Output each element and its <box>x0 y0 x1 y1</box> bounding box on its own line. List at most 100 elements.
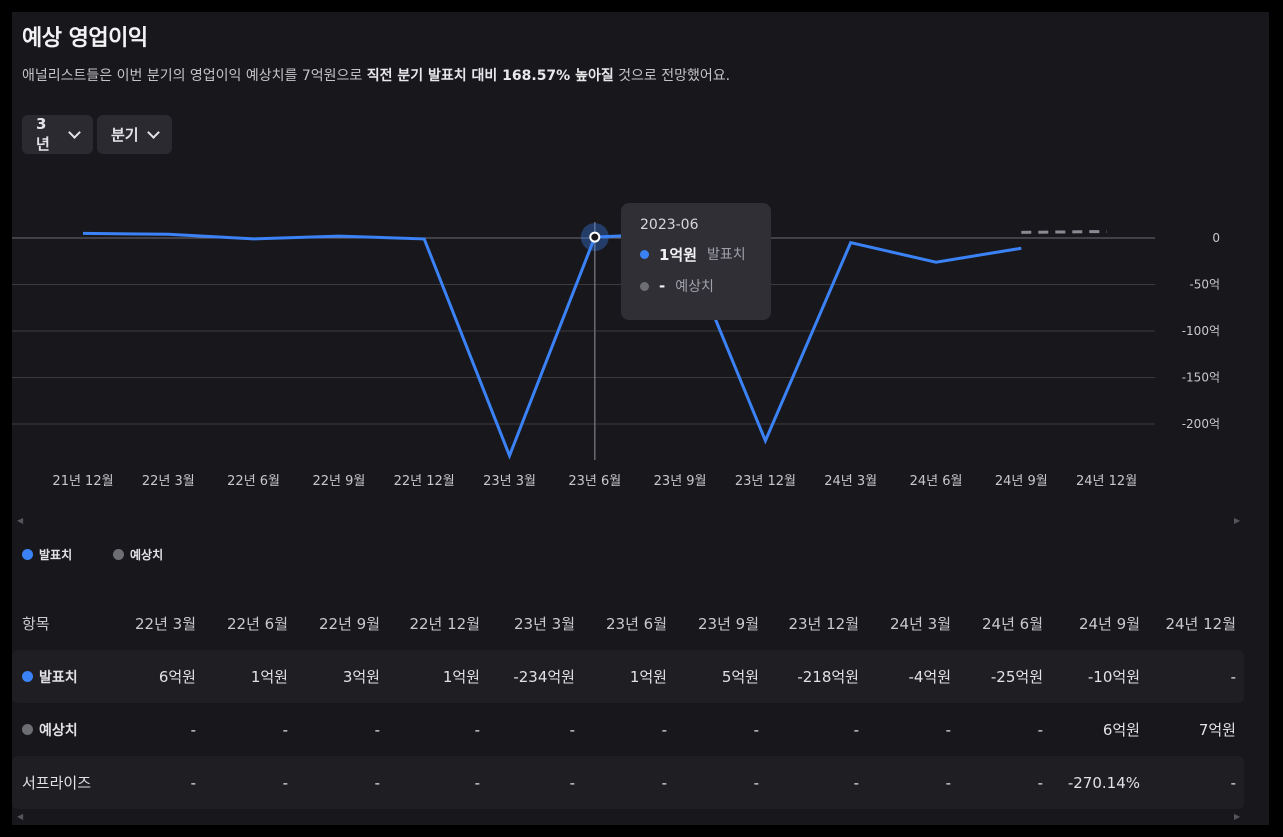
earnings-table: 항목 22년 3월 22년 6월 22년 9월 22년 12월 23년 3월 2… <box>12 597 1244 809</box>
table-cell: -234억원 <box>488 650 583 703</box>
table-cell: 1억원 <box>583 650 675 703</box>
column-header: 22년 12월 <box>409 615 480 633</box>
column-header: 22년 6월 <box>227 615 288 633</box>
surprise-value-cell: -270.14% <box>1051 756 1148 809</box>
table-header-row: 항목 22년 3월 22년 6월 22년 9월 22년 12월 23년 3월 2… <box>12 597 1244 650</box>
row-label: 발표치 <box>39 669 78 686</box>
row-label-cell: 서프라이즈 <box>12 756 112 809</box>
table-cell: - <box>1037 720 1043 739</box>
x-tick-label: 24년 3월 <box>824 474 877 489</box>
tooltip-date: 2023-06 <box>640 217 699 233</box>
column-header: 24년 9월 <box>1079 615 1140 633</box>
table-cell: - <box>204 756 296 809</box>
table-cell: - <box>190 720 196 739</box>
tooltip-actual-row: 1억원 발표치 <box>640 243 752 265</box>
estimate-dot-icon <box>22 724 33 735</box>
forecast-summary: 애널리스트들은 이번 분기의 영업이익 예상치를 7억원으로 직전 분기 발표치… <box>22 68 731 84</box>
period-dropdown[interactable]: 3년 <box>22 115 93 154</box>
table-row-estimate: 예상치 - - - - - - - - - - 6억원 7억원 <box>12 703 1244 756</box>
actual-dot-icon <box>22 549 33 560</box>
actual-dot-icon <box>640 249 649 259</box>
x-tick-label: 23년 6월 <box>568 474 621 489</box>
x-tick-label: 23년 3월 <box>483 474 536 489</box>
table-cell: - <box>753 720 759 739</box>
legend-estimate[interactable]: 예상치 <box>113 546 163 563</box>
table-scroll-left-icon[interactable]: ◀ <box>17 812 24 821</box>
table-cell: 6억원 <box>112 650 204 703</box>
legend-actual-label: 발표치 <box>39 548 73 562</box>
table-cell: -4억원 <box>867 650 959 703</box>
table-cell: - <box>675 756 767 809</box>
tooltip-estimate-row: - 예상치 <box>640 275 752 297</box>
scroll-left-icon[interactable]: ◀ <box>17 516 24 525</box>
column-header: 23년 6월 <box>606 615 667 633</box>
table-cell: - <box>853 720 859 739</box>
interval-dropdown[interactable]: 분기 <box>97 115 172 154</box>
table-cell: - <box>867 756 959 809</box>
table-cell: 1억원 <box>388 650 488 703</box>
table-row-surprise: 서프라이즈 - - - - - - - - - - -270.14% - <box>12 756 1244 809</box>
table-cell: - <box>296 756 388 809</box>
operating-profit-chart: 0 -50억 -100억 -150억 -200억 21년 12월 22년 3월 22년 6월… <box>12 222 1220 489</box>
table-cell: - <box>767 756 867 809</box>
chart-tooltip: 2023-06 1억원 발표치 - 예상치 <box>621 203 771 320</box>
column-header: 23년 9월 <box>698 615 759 633</box>
x-tick-label: 24년 12월 <box>1076 474 1137 489</box>
row-label-cell: 발표치 <box>12 650 112 703</box>
legend-actual[interactable]: 발표치 <box>22 546 72 563</box>
y-tick-label: -150억 <box>1182 371 1220 385</box>
x-tick-label: 24년 6월 <box>910 474 963 489</box>
x-tick-label: 21년 12월 <box>52 474 113 489</box>
x-tick-label: 24년 9월 <box>995 474 1048 489</box>
table-cell: - <box>282 720 288 739</box>
period-dropdown-label: 3년 <box>36 115 50 153</box>
column-header: 24년 6월 <box>982 615 1043 633</box>
table-cell: - <box>474 720 480 739</box>
table-row-actual: 발표치 6억원 1억원 3억원 1억원 -234억원 1억원 5억원 -218억… <box>12 650 1244 703</box>
table-cell: - <box>583 756 675 809</box>
tooltip-estimate-value: - <box>659 277 666 295</box>
x-tick-label: 23년 12월 <box>735 474 796 489</box>
table-cell: - <box>1148 756 1244 809</box>
row-label: 예상치 <box>39 722 78 739</box>
page-title: 예상 영업이익 <box>22 26 148 51</box>
x-tick-label: 22년 3월 <box>142 474 195 489</box>
table-cell: 6억원 <box>1102 721 1140 739</box>
table-cell: - <box>1148 650 1244 703</box>
column-header: 24년 12월 <box>1165 615 1236 633</box>
tooltip-estimate-label: 예상치 <box>675 279 714 295</box>
x-tick-label: 22년 12월 <box>394 474 455 489</box>
estimate-dot-icon <box>113 549 124 560</box>
column-header: 23년 3월 <box>514 615 575 633</box>
table-cell: 1억원 <box>204 650 296 703</box>
x-tick-label: 22년 6월 <box>227 474 280 489</box>
interval-dropdown-label: 분기 <box>111 126 139 144</box>
column-header: 22년 3월 <box>135 615 196 633</box>
table-header-label: 항목 <box>22 615 50 633</box>
actual-series-line <box>82 231 1022 460</box>
table-cell: -218억원 <box>767 650 867 703</box>
table-cell: 7억원 <box>1198 721 1236 739</box>
table-cell: -10억원 <box>1051 650 1148 703</box>
estimate-dot-icon <box>640 281 649 291</box>
y-tick-label: -200억 <box>1182 417 1220 431</box>
table-cell: 3억원 <box>296 650 388 703</box>
y-tick-label: -100억 <box>1182 324 1220 338</box>
table-cell: - <box>488 756 583 809</box>
table-cell: - <box>112 756 204 809</box>
table-scroll-right-icon[interactable]: ▶ <box>1234 812 1241 821</box>
table-cell: - <box>945 720 951 739</box>
table-cell: - <box>388 756 488 809</box>
table-cell: 5억원 <box>675 650 767 703</box>
tooltip-actual-label: 발표치 <box>707 247 746 263</box>
table-cell: - <box>374 720 380 739</box>
scroll-right-icon[interactable]: ▶ <box>1234 516 1241 525</box>
x-tick-label: 22년 9월 <box>312 474 365 489</box>
row-label: 서프라이즈 <box>22 774 92 792</box>
column-header: 22년 9월 <box>319 615 380 633</box>
estimate-series-line <box>1021 229 1107 234</box>
highlight-point[interactable] <box>589 231 601 243</box>
actual-dot-icon <box>22 671 33 682</box>
y-tick-label: 0 <box>1212 231 1220 245</box>
table-cell: - <box>569 720 575 739</box>
